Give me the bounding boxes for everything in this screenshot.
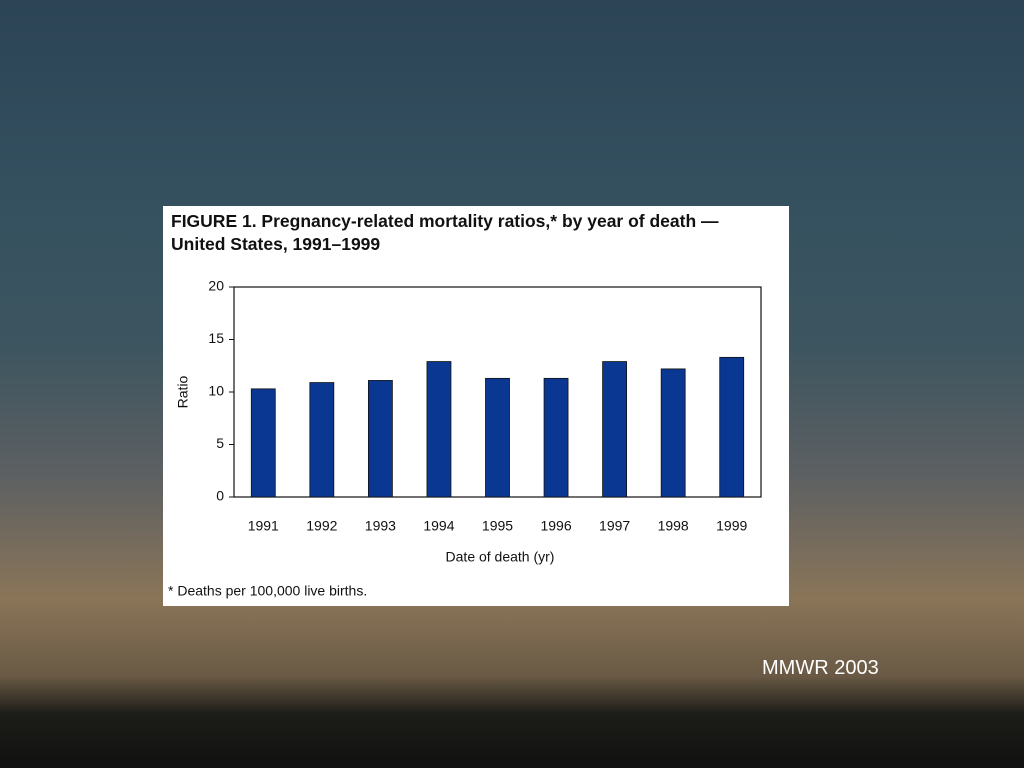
bar <box>250 388 276 498</box>
bar <box>719 356 745 498</box>
x-tick-label: 1996 <box>540 518 571 534</box>
bar <box>426 361 452 498</box>
x-tick-label: 1998 <box>658 518 689 534</box>
y-tick-label: 10 <box>208 383 224 399</box>
x-tick-label: 1995 <box>482 518 513 534</box>
x-tick-label: 1999 <box>716 518 747 534</box>
bar <box>367 380 393 498</box>
y-tick-label: 0 <box>216 488 224 504</box>
x-tick-label: 1992 <box>306 518 337 534</box>
x-tick-label: 1997 <box>599 518 630 534</box>
source-note: MMWR 2003 <box>762 657 879 679</box>
x-tick-label: 1991 <box>248 518 279 534</box>
x-tick-label: 1993 <box>365 518 396 534</box>
x-tick-label: 1994 <box>423 518 454 534</box>
y-tick-label: 15 <box>208 330 224 346</box>
bar <box>309 382 335 498</box>
bar <box>543 377 569 498</box>
chart-title: FIGURE 1. Pregnancy-related mortality ra… <box>171 211 719 254</box>
y-tick-label: 5 <box>216 435 224 451</box>
x-axis-label: Date of death (yr) <box>446 549 555 565</box>
bar <box>485 377 510 498</box>
bar <box>660 368 686 498</box>
footnote: * Deaths per 100,000 live births. <box>168 583 367 599</box>
y-tick-label: 20 <box>208 278 224 294</box>
bar <box>602 361 628 498</box>
y-axis-label: Ratio <box>175 375 191 408</box>
